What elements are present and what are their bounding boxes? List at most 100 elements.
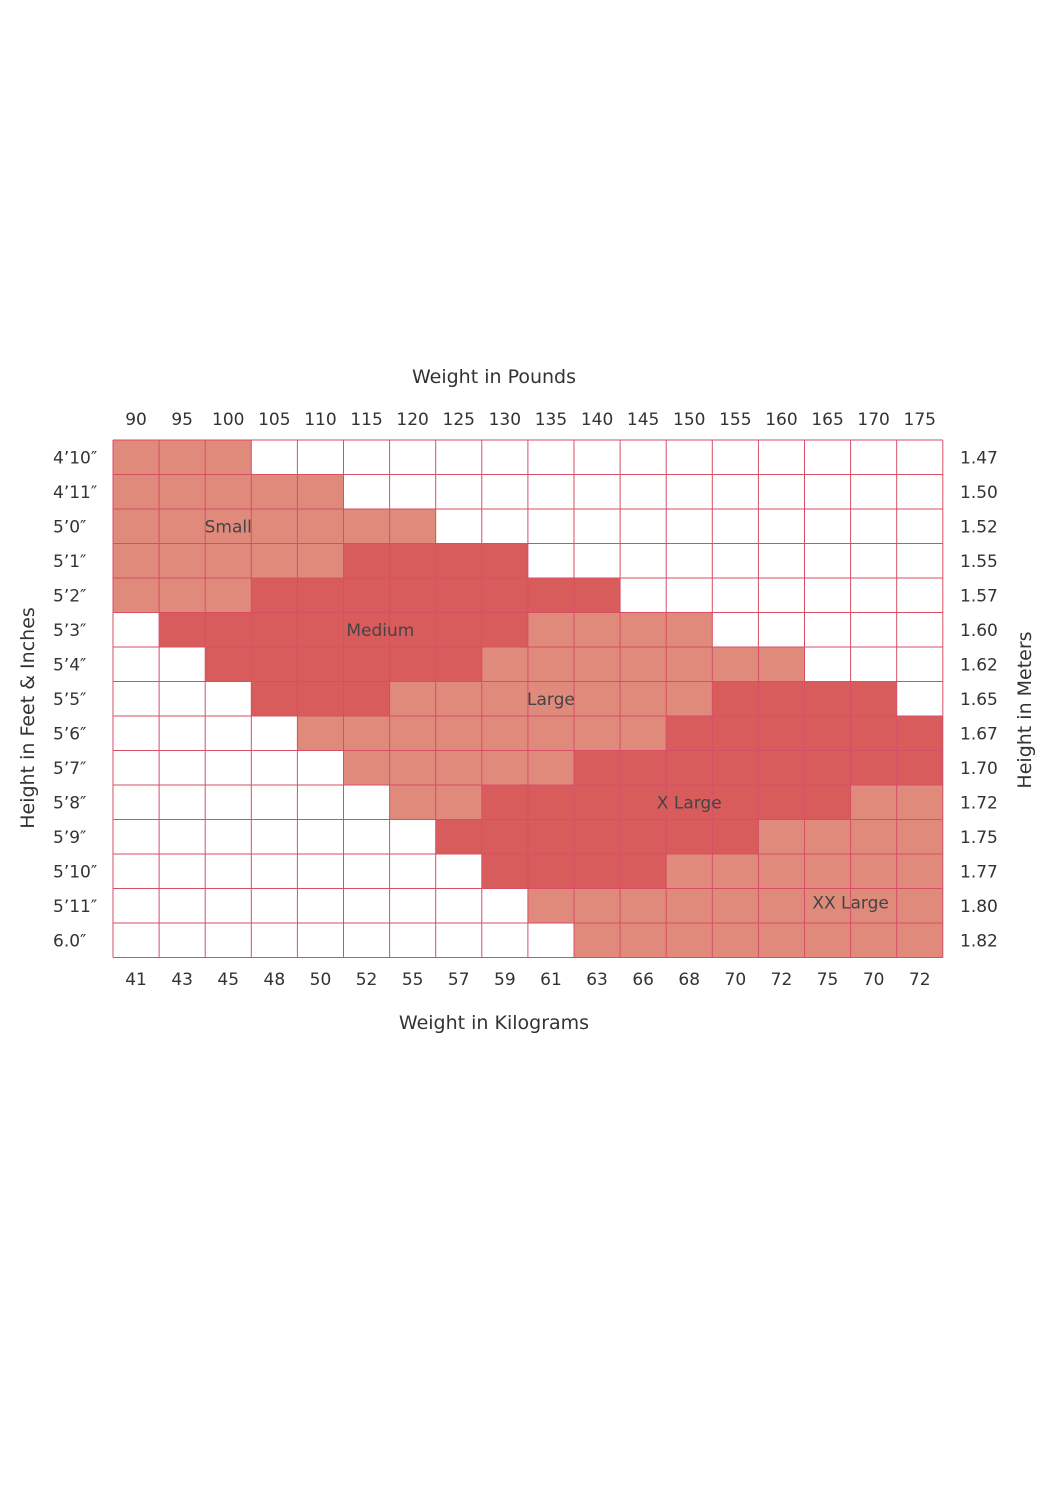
grid-cell [297,819,344,854]
grid-cell [389,612,436,647]
grid-cell [113,785,160,820]
pound-tick-label: 95 [171,410,193,430]
grid-cell [481,474,528,509]
grid-cell [527,578,574,613]
grid-cell [435,854,482,889]
height-meters-tick-label: 1.67 [960,724,998,744]
height-meters-tick-label: 1.77 [960,862,998,882]
grid-cell [159,750,206,785]
grid-cell [574,578,621,613]
size-label-large: Large [527,690,575,710]
height-meters-tick-label: 1.82 [960,931,998,951]
grid-cell [712,785,759,820]
grid-cell [620,854,667,889]
grid-cell [574,888,621,923]
kilogram-tick-label: 45 [217,970,239,990]
grid-cell [205,854,252,889]
height-meters-tick-label: 1.80 [960,897,998,917]
grid-cell [712,750,759,785]
grid-cell [896,854,943,889]
grid-cell [343,440,390,475]
grid-cell [896,578,943,613]
height-meters-tick-label: 1.62 [960,655,998,675]
grid-cell [251,854,298,889]
kilogram-tick-label: 41 [125,970,147,990]
grid-cell [850,854,897,889]
pound-tick-label: 105 [258,410,290,430]
grid-cell [574,819,621,854]
grid-cell [159,440,206,475]
grid-cell [343,750,390,785]
kilogram-tick-label: 70 [863,970,885,990]
grid-cell [712,543,759,578]
grid-cell [712,578,759,613]
grid-cell [389,854,436,889]
height-meters-tick-label: 1.72 [960,793,998,813]
left-axis-title: Height in Feet & Inches [17,607,39,829]
grid-cell [113,612,160,647]
grid-cell [343,716,390,751]
height-meters-tick-label: 1.75 [960,828,998,848]
grid-cell [666,543,713,578]
grid-cell [251,681,298,716]
grid-cell [620,612,667,647]
grid-cell [574,474,621,509]
grid-cell [159,509,206,544]
grid-cell [758,612,805,647]
grid-cell [481,612,528,647]
height-feet-tick-label: 6.0″ [53,931,86,951]
grid-cell [389,578,436,613]
grid-cell [251,785,298,820]
grid-cell [159,474,206,509]
kilogram-tick-label: 48 [264,970,286,990]
grid-cell [343,785,390,820]
grid-cell [435,716,482,751]
grid-cell [850,888,897,923]
grid-cell [205,888,252,923]
grid-cell [159,647,206,682]
height-feet-tick-label: 5’5″ [53,690,86,710]
grid-cell [804,819,851,854]
kilogram-tick-label: 52 [356,970,378,990]
grid-cell [297,647,344,682]
grid-cell [620,923,667,958]
grid-cell [297,543,344,578]
grid-cell [712,716,759,751]
grid-cell [620,785,667,820]
grid-cell [758,819,805,854]
grid-cell [481,888,528,923]
grid-cell [527,854,574,889]
grid-cell [666,578,713,613]
grid-cell [205,440,252,475]
grid-cell [850,819,897,854]
grid-cell [481,509,528,544]
grid-cells [113,440,943,958]
grid-cell [435,474,482,509]
grid-cell [389,716,436,751]
grid-cell [297,750,344,785]
grid-cell [850,785,897,820]
grid-cell [804,854,851,889]
pound-tick-label: 90 [125,410,147,430]
grid-cell [896,819,943,854]
grid-cell [251,716,298,751]
grid-cell [804,543,851,578]
grid-cell [527,750,574,785]
grid-cell [850,750,897,785]
height-meters-tick-label: 1.55 [960,552,998,572]
pound-tick-label: 145 [627,410,659,430]
grid-cell [343,923,390,958]
grid-cell [896,474,943,509]
grid-cell [666,647,713,682]
grid-cell [113,819,160,854]
grid-cell [620,716,667,751]
grid-cell [435,612,482,647]
grid-cell [159,612,206,647]
grid-cell [527,716,574,751]
pound-tick-label: 125 [443,410,475,430]
grid-cell [850,578,897,613]
grid-cell [389,681,436,716]
grid-cell [758,681,805,716]
grid-cell [251,888,298,923]
